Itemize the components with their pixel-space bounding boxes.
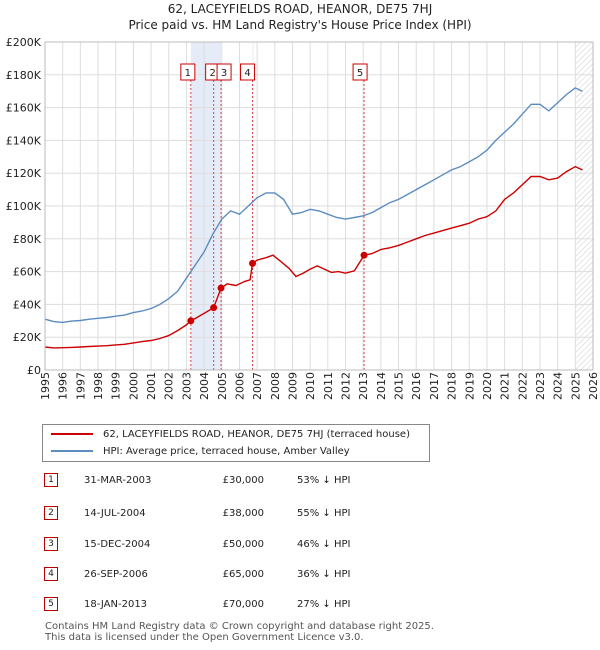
x-tick-label: 2020 — [481, 372, 494, 400]
x-tick-label: 2022 — [516, 372, 529, 400]
marker-label-box — [240, 63, 256, 81]
table-row: 2 14-JUL-2004 £38,000 55% ↓ HPI — [42, 505, 462, 523]
x-tick-label: 2011 — [322, 372, 335, 400]
transaction-price: £38,000 — [222, 508, 264, 519]
marker-label-box — [180, 63, 196, 81]
transaction-price: £50,000 — [222, 539, 264, 550]
sale-point — [210, 304, 218, 312]
property-price-line — [44, 165, 583, 349]
table-row: 4 26-SEP-2006 £65,000 36% ↓ HPI — [42, 566, 462, 584]
price-chart: 1 2 3 4 5£0£20K£40K£60K£80K£100K£120K£140K£1… — [6, 36, 600, 400]
marker-label: 1 — [185, 68, 191, 79]
x-tick-label: 2008 — [269, 372, 282, 400]
transaction-date: 14-JUL-2004 — [84, 508, 146, 519]
transaction-hpi-diff: 53% ↓ HPI — [297, 475, 351, 486]
marker-label: 2 — [209, 68, 215, 79]
marker-label-box — [352, 63, 368, 81]
table-row: 1 31-MAR-2003 £30,000 53% ↓ HPI — [42, 472, 462, 490]
y-tick-label: £60K — [13, 266, 42, 279]
x-tick-label: 1998 — [92, 372, 105, 400]
table-row: 3 15-DEC-2004 £50,000 46% ↓ HPI — [42, 536, 462, 554]
marker-label: 5 — [357, 68, 363, 79]
y-tick-label: £160K — [6, 102, 42, 115]
x-tick-label: 2018 — [446, 372, 459, 400]
x-tick-label: 2002 — [163, 372, 176, 400]
x-tick-label: 2016 — [410, 372, 423, 400]
transaction-date: 18-JAN-2013 — [84, 599, 148, 610]
x-tick-label: 2014 — [375, 372, 388, 400]
x-tick-label: 2006 — [233, 372, 246, 400]
transaction-hpi-diff: 36% ↓ HPI — [297, 569, 351, 580]
y-tick-label: £40K — [13, 298, 42, 311]
chart-subtitle: Price paid vs. HM Land Registry's House … — [128, 18, 472, 32]
x-tick-label: 2007 — [251, 372, 264, 400]
x-tick-label: 1996 — [57, 372, 70, 400]
transaction-date: 26-SEP-2006 — [84, 569, 148, 580]
x-tick-label: 2005 — [216, 372, 229, 400]
y-tick-label: £200K — [6, 36, 42, 49]
table-row: 5 18-JAN-2013 £70,000 27% ↓ HPI — [42, 596, 462, 614]
x-tick-label: 2017 — [428, 372, 441, 400]
transaction-number-badge: 1 — [44, 473, 58, 487]
plot-frame — [44, 41, 594, 371]
x-tick-label: 2004 — [198, 372, 211, 400]
transaction-number-badge: 2 — [44, 506, 58, 520]
marker-label-box — [216, 63, 232, 81]
hpi-line-swatch — [51, 450, 93, 452]
sale-point — [217, 284, 225, 292]
footer-licence: This data is licensed under the Open Gov… — [45, 632, 364, 643]
y-tick-label: £120K — [6, 167, 42, 180]
y-tick-label: £20K — [13, 331, 42, 344]
x-tick-label: 2015 — [393, 372, 406, 400]
x-tick-label: 2001 — [145, 372, 158, 400]
x-tick-label: 2019 — [463, 372, 476, 400]
x-tick-label: 2003 — [180, 372, 193, 400]
x-tick-label: 2013 — [357, 372, 370, 400]
chart-legend: 62, LACEYFIELDS ROAD, HEANOR, DE75 7HJ (… — [42, 424, 430, 462]
property-line-swatch — [51, 433, 93, 435]
sale-point — [187, 317, 195, 325]
x-tick-label: 1995 — [39, 372, 52, 400]
marker-label: 3 — [221, 68, 227, 79]
transaction-number-badge: 4 — [44, 567, 58, 581]
legend-property-label: 62, LACEYFIELDS ROAD, HEANOR, DE75 7HJ (… — [103, 429, 410, 440]
x-tick-label: 2025 — [569, 372, 582, 400]
chart-title: 62, LACEYFIELDS ROAD, HEANOR, DE75 7HJ — [167, 2, 433, 16]
transaction-price: £65,000 — [222, 569, 264, 580]
x-tick-label: 1997 — [74, 372, 87, 400]
y-tick-label: £140K — [6, 134, 42, 147]
transaction-hpi-diff: 27% ↓ HPI — [297, 599, 351, 610]
transaction-date: 31-MAR-2003 — [84, 475, 152, 486]
sale-point — [249, 259, 257, 267]
y-tick-label: £80K — [13, 233, 42, 246]
legend-item-hpi: HPI: Average price, terraced house, Ambe… — [51, 444, 350, 460]
transaction-number-badge: 3 — [44, 537, 58, 551]
x-tick-label: 2021 — [499, 372, 512, 400]
y-tick-label: £180K — [6, 69, 42, 82]
x-tick-label: 2010 — [304, 372, 317, 400]
transaction-number-badge: 5 — [44, 597, 58, 611]
x-tick-label: 2023 — [534, 372, 547, 400]
transaction-hpi-diff: 55% ↓ HPI — [297, 508, 351, 519]
legend-item-property: 62, LACEYFIELDS ROAD, HEANOR, DE75 7HJ (… — [51, 427, 410, 443]
hpi-line — [44, 87, 583, 324]
x-tick-label: 2012 — [340, 372, 353, 400]
y-tick-label: £0 — [27, 364, 41, 377]
transaction-hpi-diff: 46% ↓ HPI — [297, 539, 351, 550]
transaction-price: £70,000 — [222, 599, 264, 610]
x-tick-label: 2009 — [286, 372, 299, 400]
y-tick-label: £100K — [6, 200, 42, 213]
footer-copyright: Contains HM Land Registry data © Crown c… — [45, 621, 434, 632]
legend-hpi-label: HPI: Average price, terraced house, Ambe… — [103, 446, 350, 457]
x-tick-label: 2024 — [552, 372, 565, 400]
x-tick-label: 1999 — [110, 372, 123, 400]
sale-point — [360, 251, 368, 259]
transaction-price: £30,000 — [222, 475, 264, 486]
x-tick-label: 2000 — [127, 372, 140, 400]
x-tick-label: 2026 — [587, 372, 600, 400]
marker-label: 4 — [244, 68, 250, 79]
transaction-date: 15-DEC-2004 — [84, 539, 151, 550]
